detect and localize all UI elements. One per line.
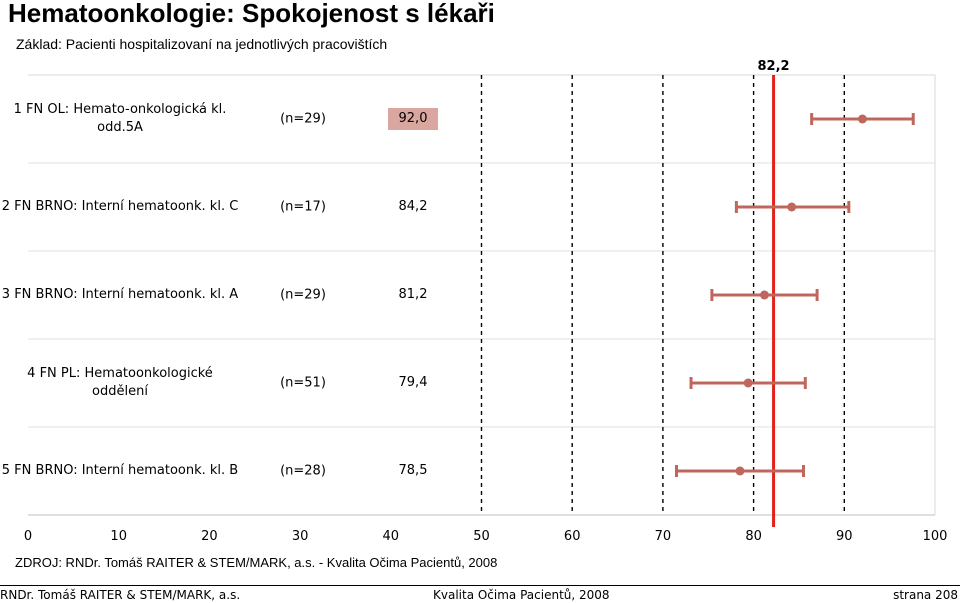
- x-tick-label: 10: [110, 529, 127, 544]
- chart-subtitle: Základ: Pacienti hospitalizovaní na jedn…: [16, 36, 388, 52]
- sample-size-label: (n=29): [280, 287, 326, 303]
- category-label: 4 FN PL: Hematoonkologické oddělení: [27, 366, 213, 399]
- footer-study: Kvalita Očima Pacientů, 2008: [433, 588, 610, 602]
- x-tick-label: 20: [201, 529, 218, 544]
- category-label: 5 FN BRNO: Interní hematoonk. kl. B: [1, 463, 239, 478]
- footer-divider: [0, 585, 960, 586]
- data-point: [857, 114, 867, 124]
- source-note: ZDROJ: RNDr. Tomáš RAITER & STEM/MARK, a…: [15, 555, 498, 570]
- category-label: 2 FN BRNO: Interní hematoonk. kl. C: [1, 199, 239, 214]
- x-tick-label: 30: [292, 529, 309, 544]
- data-point: [759, 290, 769, 300]
- data-point: [735, 466, 745, 476]
- value-label: 79,4: [398, 375, 428, 390]
- x-tick-label: 40: [383, 529, 400, 544]
- x-tick-label: 60: [564, 529, 581, 544]
- reference-label: 82,2: [758, 59, 790, 74]
- footer-page: strana 208: [893, 588, 958, 602]
- x-tick-label: 80: [745, 529, 762, 544]
- data-point: [743, 378, 753, 388]
- category-label: 1 FN OL: Hemato-onkologická kl. odd.5A: [13, 102, 227, 135]
- sample-size-label: (n=29): [280, 111, 326, 127]
- footer-author: RNDr. Tomáš RAITER & STEM/MARK, a.s.: [0, 588, 241, 602]
- value-label: 81,2: [398, 287, 428, 302]
- x-tick-label: 100: [923, 529, 948, 544]
- sample-size-label: (n=51): [280, 375, 326, 391]
- sample-size-label: (n=28): [280, 463, 326, 479]
- x-tick-label: 0: [24, 529, 32, 544]
- sample-size-label: (n=17): [280, 199, 326, 215]
- value-label: 84,2: [398, 199, 428, 214]
- x-tick-label: 50: [473, 529, 490, 544]
- x-tick-label: 90: [836, 529, 853, 544]
- value-label: 92,0: [388, 108, 438, 130]
- category-label: 3 FN BRNO: Interní hematoonk. kl. A: [1, 287, 239, 302]
- chart-title: Hematoonkologie: Spokojenost s lékaři: [8, 0, 495, 28]
- data-point: [787, 202, 797, 212]
- value-label: 78,5: [398, 463, 428, 478]
- forest-plot: 0 10 20 30 40 50 60 70 80 90 100 82,2: [24, 59, 948, 544]
- x-tick-label: 70: [655, 529, 672, 544]
